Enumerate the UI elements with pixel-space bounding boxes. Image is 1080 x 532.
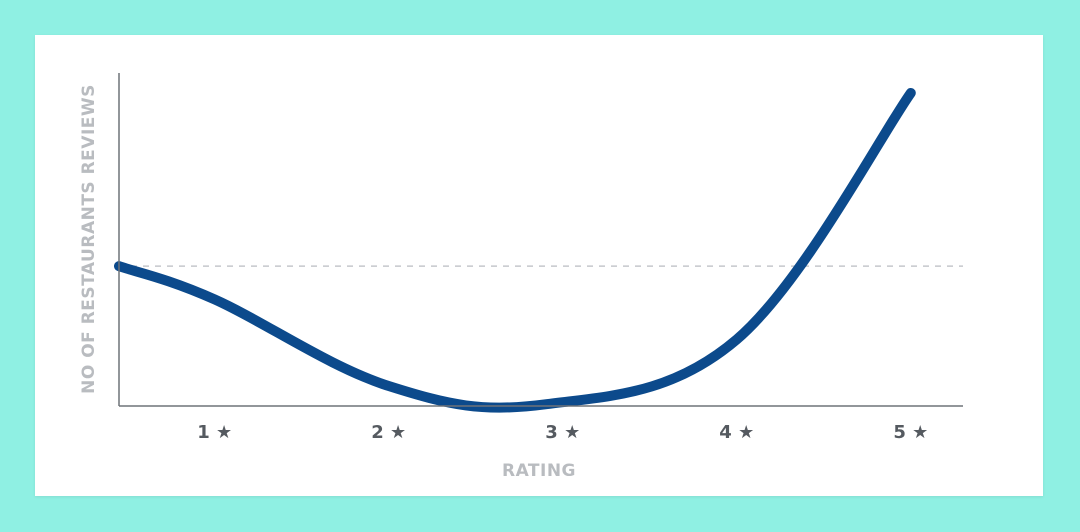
chart: 1 ★ 2 ★ 3 ★ 4 ★ 5 ★ RATING NO OF RESTAURANTS… bbox=[79, 73, 963, 481]
x-tick-label: 3 ★ bbox=[545, 422, 580, 443]
x-tick-label: 5 ★ bbox=[893, 422, 928, 443]
x-tick-label: 1 ★ bbox=[197, 422, 232, 443]
x-tick-label: 4 ★ bbox=[719, 422, 754, 443]
series-line bbox=[114, 87, 916, 413]
x-axis-title: RATING bbox=[502, 461, 576, 481]
x-tick-labels: 1 ★ 2 ★ 3 ★ 4 ★ 5 ★ bbox=[197, 422, 928, 443]
y-axis-title: NO OF RESTAURANTS REVIEWS bbox=[79, 84, 99, 394]
chart-card: 1 ★ 2 ★ 3 ★ 4 ★ 5 ★ RATING NO OF RESTAURANTS… bbox=[35, 35, 1043, 496]
x-tick-label: 2 ★ bbox=[371, 422, 406, 443]
